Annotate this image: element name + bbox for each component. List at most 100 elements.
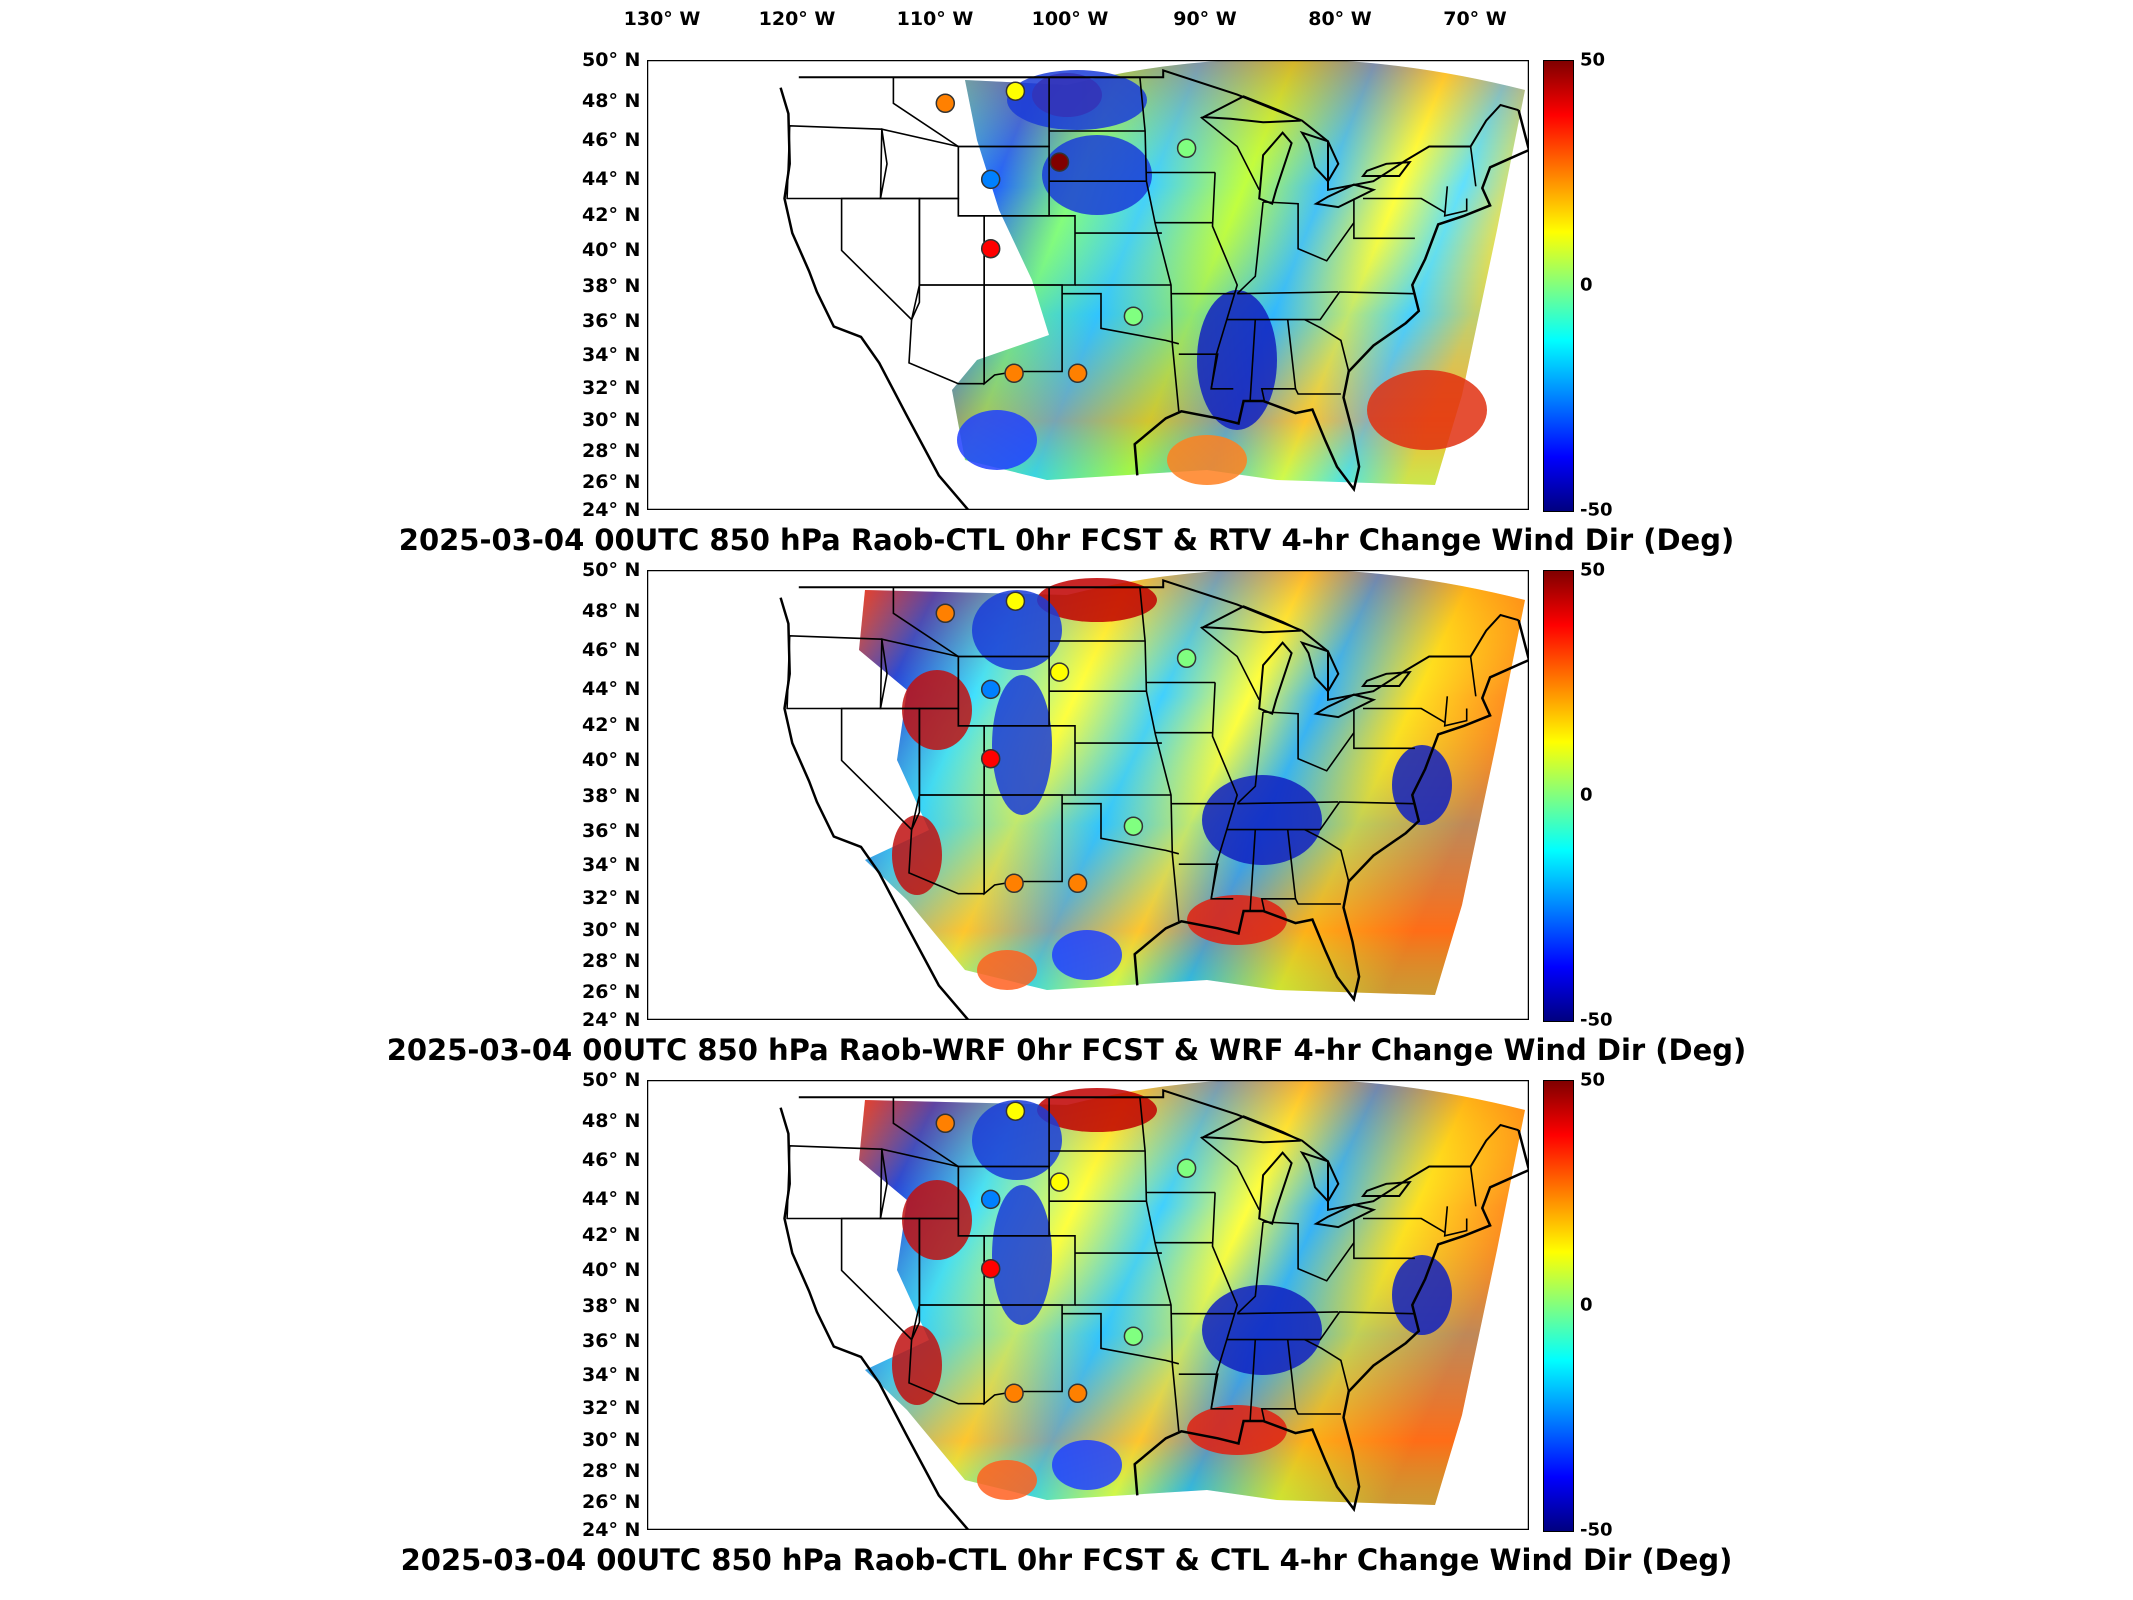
state-border xyxy=(1226,801,1414,831)
great-lake-outline xyxy=(1361,670,1412,687)
lat-tick-label: 32° N xyxy=(582,887,641,909)
map-panel-3: 50° N 48° N 46° N 44° N 42° N 40° N 38° N 36° N… xyxy=(0,1069,2133,1590)
lat-tick-label: 26° N xyxy=(582,471,641,493)
state-border xyxy=(1062,292,1180,345)
lon-tick-label: 70° W xyxy=(1443,8,1507,30)
lat-tick-label: 28° N xyxy=(582,950,641,972)
colorbar-tick-label: -50 xyxy=(1580,1519,1613,1541)
state-border xyxy=(1237,1311,1339,1315)
lat-tick-label: 30° N xyxy=(582,1429,641,1451)
lat-tick-label: 36° N xyxy=(582,1330,641,1352)
lat-tick-label: 48° N xyxy=(582,600,641,622)
lon-tick-label: 130° W xyxy=(623,8,701,30)
map-panel-1: 50° N 48° N 46° N 44° N 42° N 40° N 38° N 36° N… xyxy=(0,49,2133,570)
map-frame xyxy=(647,570,1529,1020)
state-border xyxy=(1210,1192,1239,1409)
state-border xyxy=(1363,1217,1446,1233)
lat-tick-label: 24° N xyxy=(582,1009,641,1031)
raob-station-marker xyxy=(1005,81,1026,101)
state-border xyxy=(1263,1221,1355,1282)
lat-tick-label: 50° N xyxy=(582,1069,641,1091)
lat-tick-label: 30° N xyxy=(582,919,641,941)
state-border xyxy=(1260,1339,1297,1422)
lat-tick-label: 46° N xyxy=(582,129,641,151)
great-lake-outline xyxy=(1258,1151,1293,1226)
state-border xyxy=(1249,319,1257,402)
state-border xyxy=(1249,829,1257,912)
panel-title: 2025-03-04 00UTC 850 hPa Raob-CTL 0hr FC… xyxy=(400,1543,1733,1577)
lat-tick-label: 48° N xyxy=(582,90,641,112)
raob-station-marker xyxy=(1005,1101,1026,1121)
state-border xyxy=(1210,682,1239,899)
lat-tick-label: 42° N xyxy=(582,204,641,226)
gulf-atlantic-coastline xyxy=(1133,109,1529,493)
state-border xyxy=(786,1144,888,1220)
state-border xyxy=(1237,291,1339,295)
gulf-atlantic-coastline xyxy=(1133,619,1529,1003)
raob-station-marker xyxy=(1123,816,1144,836)
state-border xyxy=(1062,1312,1180,1365)
map-frame xyxy=(647,1080,1529,1530)
lat-tick-label: 40° N xyxy=(582,749,641,771)
raob-station-marker xyxy=(1049,152,1070,172)
colorbar-tick-label: 50 xyxy=(1580,1069,1606,1091)
state-border xyxy=(1139,77,1180,412)
longitude-labels: 130° W 120° W 110° W 100° W 90° W 80° W 70° W xyxy=(0,0,2133,40)
state-border xyxy=(1363,197,1446,213)
raob-station-marker xyxy=(1049,1172,1070,1192)
raob-station-marker xyxy=(1049,662,1070,682)
colorbar xyxy=(1543,60,1574,512)
map-plot-area xyxy=(647,570,1529,1020)
lat-tick-label: 36° N xyxy=(582,820,641,842)
state-border xyxy=(1304,828,1350,882)
state-border xyxy=(1200,116,1260,191)
raob-station-marker xyxy=(980,1258,1001,1279)
great-lake-outline xyxy=(1361,1180,1412,1197)
state-border xyxy=(1294,898,1341,905)
lat-tick-label: 40° N xyxy=(582,239,641,261)
raob-station-marker xyxy=(1067,1383,1088,1404)
lat-tick-label: 26° N xyxy=(582,1491,641,1513)
great-lake-outline xyxy=(1258,131,1293,206)
lat-tick-label: 28° N xyxy=(582,1460,641,1482)
state-border xyxy=(918,197,985,286)
raob-station-marker xyxy=(1123,306,1144,326)
colorbar-tick-label: -50 xyxy=(1580,1009,1613,1031)
west-coastline xyxy=(779,87,970,510)
state-border xyxy=(1226,1311,1414,1341)
great-lake-outline xyxy=(1313,693,1377,719)
state-border xyxy=(1353,1218,1415,1260)
lat-tick-label: 50° N xyxy=(582,559,641,581)
lat-tick-label: 38° N xyxy=(582,1295,641,1317)
state-border xyxy=(1443,696,1468,727)
state-border xyxy=(1363,707,1446,723)
lat-tick-label: 46° N xyxy=(582,639,641,661)
state-border xyxy=(1304,318,1350,372)
lat-tick-label: 50° N xyxy=(582,49,641,71)
lon-tick-label: 120° W xyxy=(758,8,836,30)
state-border xyxy=(1237,801,1339,805)
state-border xyxy=(1260,829,1297,912)
state-border xyxy=(1236,711,1264,805)
state-border xyxy=(1062,802,1180,855)
colorbar-tick-label: 50 xyxy=(1580,559,1606,581)
raob-station-marker xyxy=(1176,648,1197,669)
raob-station-marker xyxy=(980,1189,1001,1210)
raob-station-marker xyxy=(1067,363,1088,384)
map-plot-area xyxy=(647,1080,1529,1530)
lat-tick-label: 34° N xyxy=(582,1364,641,1386)
state-border xyxy=(1210,172,1239,389)
state-border xyxy=(1263,201,1355,262)
raob-station-marker xyxy=(935,93,956,114)
lat-tick-label: 42° N xyxy=(582,714,641,736)
state-border xyxy=(1260,319,1297,402)
raob-station-marker xyxy=(1004,363,1024,384)
lat-tick-label: 24° N xyxy=(582,499,641,521)
lat-tick-label: 34° N xyxy=(582,854,641,876)
state-border xyxy=(1226,291,1414,321)
lat-tick-label: 44° N xyxy=(582,678,641,700)
raob-station-marker xyxy=(1004,1383,1024,1404)
state-border xyxy=(1200,626,1260,701)
raob-station-marker xyxy=(980,169,1001,190)
